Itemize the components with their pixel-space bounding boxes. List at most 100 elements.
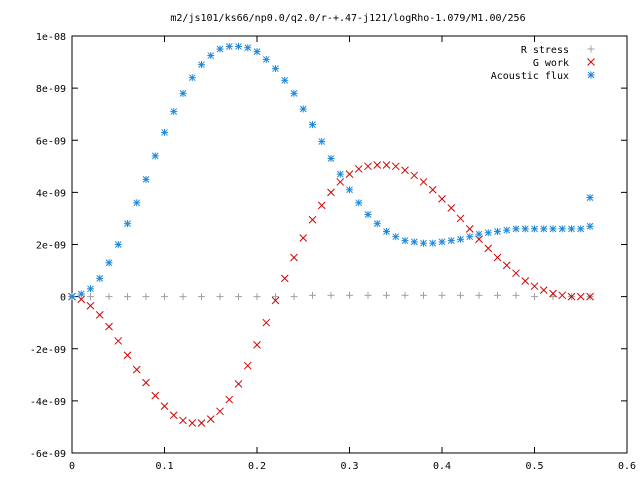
data-point [484,244,493,253]
data-point [105,293,113,301]
data-point [336,178,345,186]
x-tick-label: 0.3 [340,461,358,472]
legend-label: R stress [521,45,569,56]
data-point [539,286,548,294]
data-point [179,89,187,97]
data-point [243,361,252,370]
data-point [235,293,242,301]
data-point [244,44,252,52]
x-tick-label: 0.2 [248,461,266,472]
data-point [364,162,372,171]
data-point [262,318,271,327]
data-point [346,291,353,299]
data-point [105,322,113,331]
data-point [456,214,465,223]
data-point [577,225,585,233]
data-point [438,238,446,246]
x-tick-label: 0.5 [525,461,543,472]
data-point [142,378,150,387]
data-point [401,166,409,175]
data-point [354,165,363,173]
data-point [142,175,150,183]
data-point [420,239,427,247]
data-point [383,227,390,235]
data-point [280,274,289,283]
data-point [484,229,492,237]
data-point [198,61,205,69]
data-point [530,282,539,291]
x-tick-label: 0.4 [433,461,451,472]
data-point [327,188,335,197]
data-point [438,291,446,299]
data-point [123,351,132,360]
data-point [206,415,215,423]
data-point [114,337,123,345]
data-point [540,225,548,233]
data-point [124,220,131,228]
data-point [290,293,298,301]
data-point [253,48,261,56]
data-point [327,291,335,299]
data-point [568,225,575,233]
data-point [512,225,520,233]
legend-marker [587,45,595,53]
data-point [401,237,409,245]
data-point [457,235,464,243]
data-point [401,291,409,299]
data-point [345,170,354,178]
series-g-work [68,161,594,427]
data-point [586,194,594,202]
data-point [558,225,566,233]
data-point [142,293,150,301]
data-point [290,253,298,262]
data-point [447,237,455,245]
y-tick-label: 2e-09 [36,241,66,252]
data-point [364,211,372,219]
data-point [151,391,160,400]
series-r-stress [68,291,594,301]
data-point [494,227,501,235]
data-point [179,293,187,301]
legend-marker [587,71,595,79]
data-point [272,65,279,73]
data-point [272,293,279,301]
data-point [475,230,483,238]
data-point [216,407,224,416]
chart-title: m2/js101/ks66/np0.0/q2.0/r-+.47-j121/log… [170,13,525,24]
x-tick-label: 0 [69,461,75,472]
data-point [493,253,502,262]
axes-layer: 0 0.1 0.2 0.3 0.4 0.5 0.6 -6e-09 -4e-09 -2e-09 0 2e… [30,32,636,472]
data-point [179,416,187,425]
data-point [336,170,344,178]
data-point [457,291,464,299]
data-point [383,291,390,299]
data-point [447,204,456,212]
data-point [169,411,178,420]
data-point [161,293,168,301]
data-point [392,233,400,241]
data-point [549,289,557,298]
data-point [549,293,557,301]
y-tick-label: -2e-09 [30,345,66,356]
data-point [410,171,419,180]
data-point [355,199,363,207]
data-point [234,380,243,388]
data-point [438,195,446,203]
data-point [290,89,298,97]
series-layer [68,42,594,427]
data-point [225,42,233,50]
data-point [299,105,307,113]
data-point [382,161,391,169]
data-point [114,241,122,248]
y-tick-label: 8e-09 [36,84,66,95]
data-point [586,292,594,301]
data-point [253,293,261,301]
x-tick-label: 0.6 [618,461,636,472]
legend: R stress G work Acoustic flux [491,45,595,82]
data-point [429,239,437,247]
data-point [87,285,94,293]
y-tick-label: 4e-09 [36,188,66,199]
legend-label: G work [533,58,569,69]
